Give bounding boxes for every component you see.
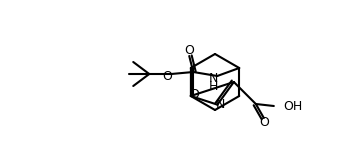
Text: N: N (216, 98, 225, 111)
Text: N: N (209, 73, 218, 85)
Text: O: O (259, 116, 269, 130)
Text: OH: OH (283, 99, 302, 113)
Text: O: O (162, 69, 172, 83)
Text: O: O (189, 87, 199, 101)
Text: H: H (209, 79, 218, 93)
Text: O: O (184, 43, 194, 57)
